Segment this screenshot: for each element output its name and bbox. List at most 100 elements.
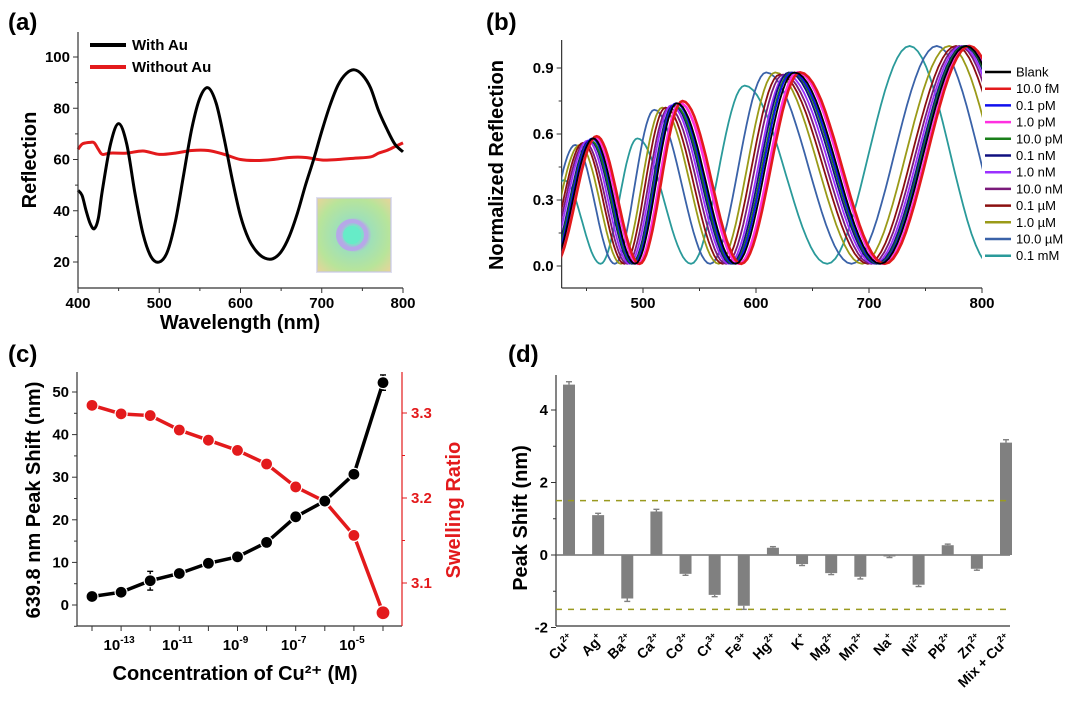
category-label: Mix + Cu2+	[954, 630, 1014, 690]
x-tick-label-a: 700	[309, 295, 334, 312]
bar-ba2-	[621, 555, 634, 599]
panel-label-d: (d)	[508, 341, 539, 368]
legend-label-b: 10.0 fM	[1016, 81, 1059, 96]
category-label: Ba2+	[603, 630, 635, 662]
legend-label-b: 10.0 pM	[1016, 131, 1063, 146]
legend-label-with-au: With Au	[132, 37, 188, 54]
bar-ca2-	[650, 511, 663, 555]
inset-photo	[316, 197, 392, 273]
bar-fe3-	[737, 555, 750, 606]
swelling-ratio-point	[289, 480, 303, 494]
legend-label-b: 0.1 µM	[1016, 198, 1056, 213]
legend-label-b: 1.0 µM	[1016, 215, 1056, 230]
panel-label-b: (b)	[486, 9, 517, 36]
category-label: Na+	[869, 630, 897, 658]
category-label: Ag+	[577, 630, 606, 659]
y-tick-label-a: 80	[53, 100, 70, 117]
y-tick-label-a: 20	[53, 254, 70, 271]
x-tick-label-b: 600	[743, 295, 768, 312]
swelling-ratio-point	[230, 443, 245, 457]
y-tick-label-c: 50	[52, 384, 69, 401]
x-tick-label-b: 800	[969, 295, 994, 312]
bar-ni2-	[912, 555, 925, 585]
series-line-without-au	[76, 140, 404, 163]
x-tick-label-c: 10-11	[162, 635, 193, 654]
y-axis-title-a: Reflection	[19, 112, 41, 209]
bar-k-	[796, 555, 809, 565]
category-label: Co2+	[661, 630, 693, 662]
bar-mn2-	[854, 555, 867, 577]
peak-shift-point	[230, 550, 245, 564]
x-tick-label-a: 800	[390, 295, 415, 312]
category-label: K+	[787, 630, 810, 653]
category-label: Ca2+	[633, 630, 665, 662]
bar-hg2-	[766, 547, 779, 555]
series-line-1-0-m	[561, 45, 982, 265]
category-label: Cr3+	[693, 630, 723, 660]
y-tick-label-c: 20	[52, 512, 69, 529]
y-tick-label-d: -2	[535, 620, 548, 637]
category-label: Cu2+	[545, 630, 577, 662]
y-tick-label-d: 4	[540, 402, 549, 419]
y-tick-label-b: 0.9	[533, 60, 554, 77]
category-label: Ni2+	[898, 630, 927, 659]
bar-na-	[883, 555, 896, 557]
y-tick-label-d: 0	[540, 547, 548, 564]
category-label: Fe3+	[721, 630, 752, 661]
y-axis-title-b: Normalized Reflection	[486, 60, 508, 270]
bar-cr3-	[708, 555, 721, 595]
peak-shift-point	[347, 467, 361, 481]
y-tick-label-right-c: 3.1	[411, 575, 432, 592]
category-label: Mg2+	[806, 630, 840, 664]
series-line-blank	[561, 45, 982, 265]
bar-mg2-	[825, 555, 838, 574]
x-tick-label-c: 10-9	[223, 635, 249, 654]
x-tick-label-a: 500	[147, 295, 172, 312]
chart-panel-d: Peak Shift (nm) -2 0 2 4 Cu2+ Ag+Ba2+Ca2+Co2+…	[510, 375, 1014, 690]
y-tick-label-b: 0.3	[533, 192, 554, 209]
category-label: Pb2+	[924, 630, 956, 662]
peak-shift-point	[85, 589, 99, 604]
x-tick-label-b: 700	[856, 295, 881, 312]
series-line-10-0-fm	[561, 44, 982, 266]
legend-label-b: Blank	[1016, 65, 1049, 80]
legend-label-b: 1.0 nM	[1016, 165, 1056, 180]
panel-label-a: (a)	[8, 9, 37, 36]
peak-shift-point	[260, 535, 274, 549]
swelling-ratio-point	[260, 457, 274, 471]
x-tick-label-c: 10-7	[281, 635, 307, 654]
category-label: Hg2+	[749, 630, 781, 662]
y-tick-label-a: 100	[45, 49, 70, 66]
bar-pb2-	[941, 545, 954, 555]
bar-zn2-	[970, 555, 983, 569]
peak-shift-point	[143, 574, 157, 588]
chart-panel-c: 639.8 nm Peak Shift (nm) Swelling Ratio …	[23, 372, 465, 685]
y-axis-title-right-c: Swelling Ratio	[443, 442, 465, 579]
peak-shift-point	[376, 376, 390, 390]
series-line-swelling-ratio	[91, 403, 385, 614]
legend-label-b: 10.0 µM	[1016, 232, 1063, 247]
series-line-10-0-m	[561, 45, 982, 265]
swelling-ratio-point	[172, 423, 186, 437]
legend-label-b: 10.0 nM	[1016, 181, 1063, 196]
bar-ag-	[592, 515, 605, 555]
legend-a: With Au Without Au	[90, 37, 211, 76]
swelling-ratio-point	[85, 398, 99, 412]
x-tick-label-a: 400	[65, 295, 90, 312]
legend-label-b: 0.1 mM	[1016, 248, 1059, 263]
y-tick-label-b: 0.6	[533, 126, 554, 143]
y-tick-label-c: 30	[52, 469, 69, 486]
y-tick-label-d: 2	[540, 475, 548, 492]
legend-label-without-au: Without Au	[132, 59, 211, 76]
y-axis-title-c: 639.8 nm Peak Shift (nm)	[23, 382, 45, 619]
legend-label-b: 0.1 nM	[1016, 148, 1056, 163]
chart-panel-b: Normalized Reflection 0.0 0.3 0.6 0.9 500 600…	[486, 40, 1063, 312]
y-tick-label-a: 60	[53, 152, 70, 169]
series-line-10-0-nm	[561, 45, 982, 265]
legend-label-b: 1.0 pM	[1016, 115, 1056, 130]
x-tick-label-c: 10-5	[339, 635, 365, 654]
y-tick-label-c: 40	[52, 427, 69, 444]
peak-shift-point	[172, 566, 186, 581]
